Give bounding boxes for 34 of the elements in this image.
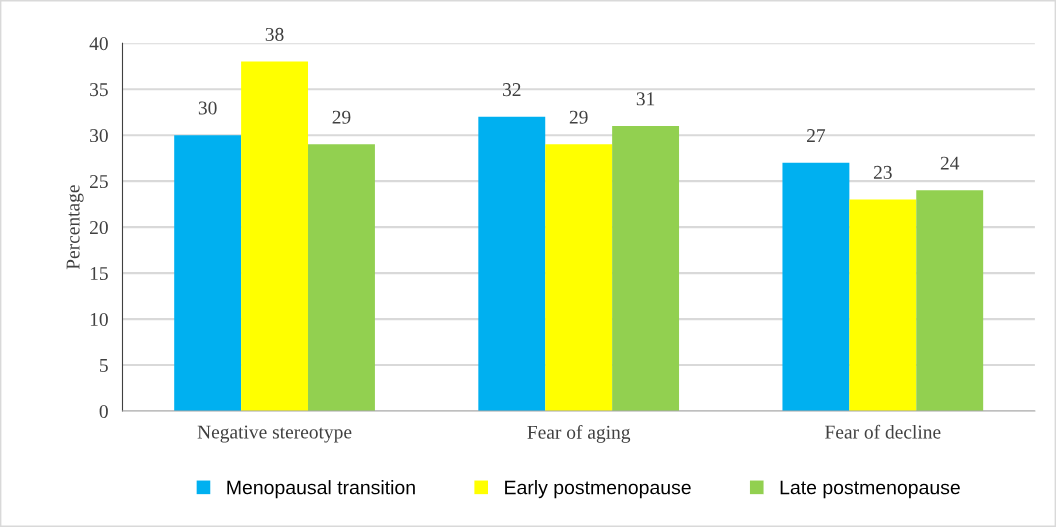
data-label: 38 bbox=[265, 27, 284, 41]
bar bbox=[308, 144, 375, 412]
x-tick-label: Negative stereotype bbox=[197, 425, 352, 443]
data-label: 32 bbox=[502, 83, 521, 97]
bar bbox=[782, 162, 850, 412]
bar bbox=[545, 144, 613, 412]
data-label: 30 bbox=[198, 101, 217, 115]
y-tick-label: 5 bbox=[100, 359, 108, 373]
bar bbox=[916, 190, 984, 412]
data-label: 27 bbox=[807, 129, 826, 142]
data-label: 29 bbox=[569, 110, 588, 124]
y-tick-label: 20 bbox=[90, 220, 108, 235]
y-axis-title: Percentage bbox=[66, 185, 84, 270]
x-tick-label: Fear of decline bbox=[825, 424, 941, 439]
legend-label: Menopausal transition bbox=[227, 480, 415, 499]
y-tick-label: 15 bbox=[90, 267, 108, 281]
y-tick-label: 0 bbox=[99, 404, 108, 418]
bar bbox=[478, 116, 546, 412]
data-label: 23 bbox=[873, 165, 892, 179]
y-tick-label: 25 bbox=[90, 175, 108, 189]
bar bbox=[849, 199, 917, 412]
bar bbox=[174, 135, 242, 412]
y-tick-label: 30 bbox=[90, 128, 108, 143]
legend-label: Early postmenopause bbox=[505, 480, 691, 499]
bar bbox=[241, 61, 309, 412]
x-tick-label: Fear of aging bbox=[527, 424, 631, 443]
data-label: 31 bbox=[636, 92, 655, 106]
y-tick-label: 35 bbox=[90, 83, 108, 97]
data-label: 24 bbox=[940, 156, 960, 170]
legend-label: Late postmenopause bbox=[780, 480, 960, 499]
y-tick-label: 40 bbox=[89, 37, 108, 51]
bar bbox=[612, 125, 680, 412]
y-tick-label: 10 bbox=[90, 312, 108, 327]
data-label: 29 bbox=[332, 110, 351, 124]
